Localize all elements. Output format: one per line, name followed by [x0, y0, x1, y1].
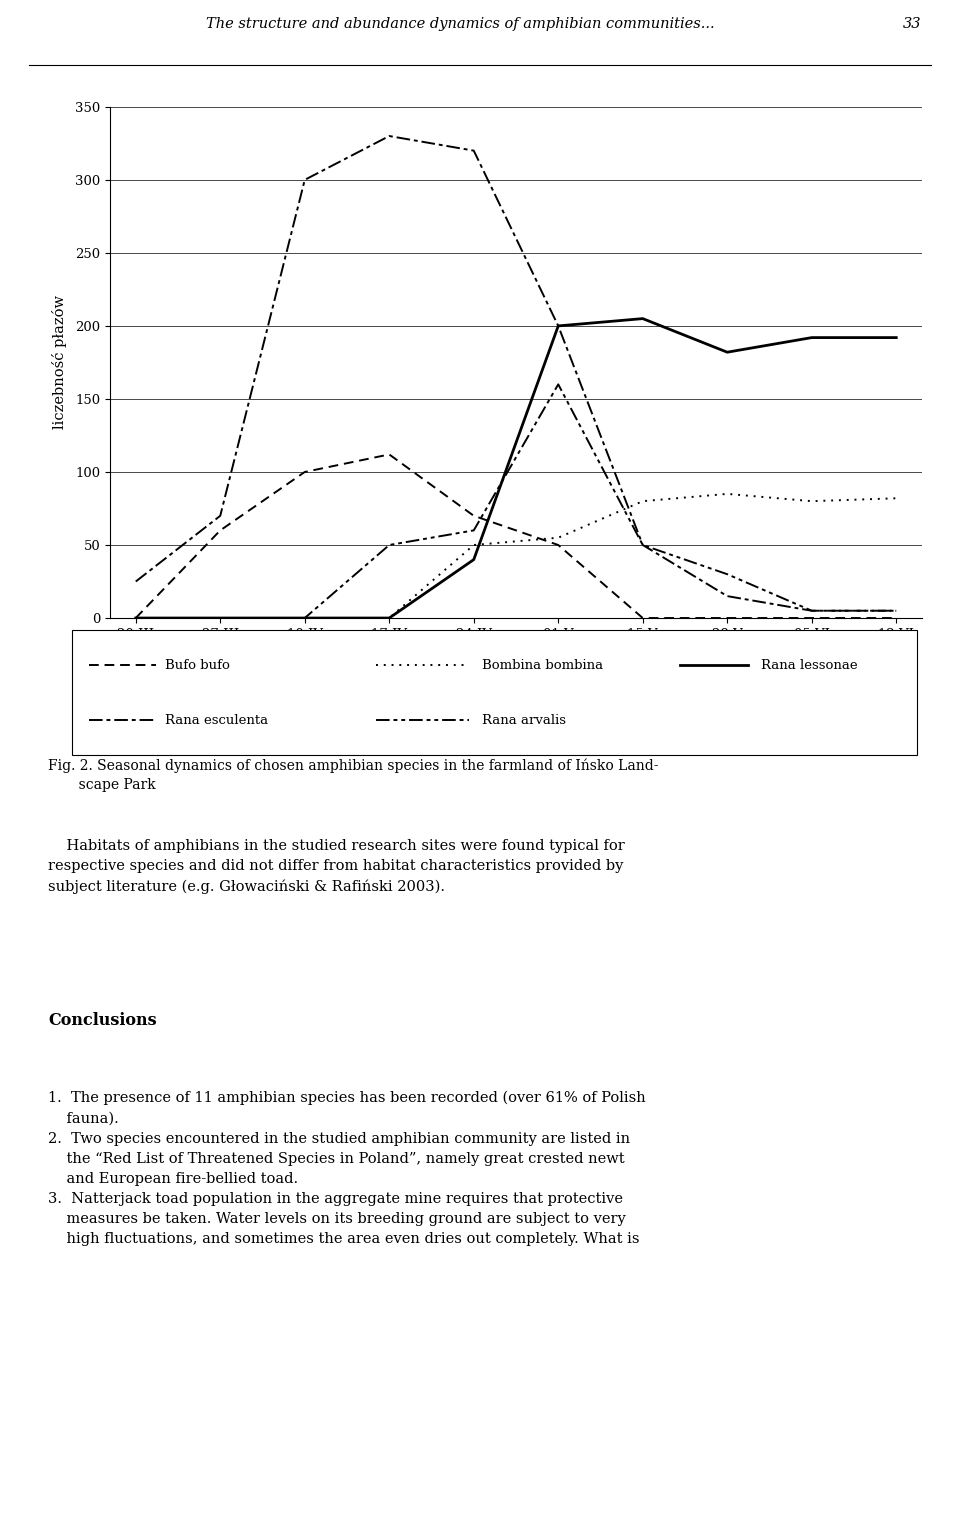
Text: 33: 33 — [903, 17, 922, 31]
Y-axis label: liczebność płazów: liczebność płazów — [52, 296, 67, 429]
Text: Rana esculenta: Rana esculenta — [165, 714, 268, 726]
Text: The structure and abundance dynamics of amphibian communities...: The structure and abundance dynamics of … — [206, 17, 715, 31]
Text: Conclusions: Conclusions — [48, 1012, 156, 1029]
Text: Bombina bombina: Bombina bombina — [482, 659, 603, 671]
Text: 1.  The presence of 11 amphibian species has been recorded (over 61% of Polish
 : 1. The presence of 11 amphibian species … — [48, 1091, 646, 1245]
Text: Bufo bufo: Bufo bufo — [165, 659, 229, 671]
Text: Rana arvalis: Rana arvalis — [482, 714, 565, 726]
Text: Rana lessonae: Rana lessonae — [760, 659, 857, 671]
Text: Habitats of amphibians in the studied research sites were found typical for
resp: Habitats of amphibians in the studied re… — [48, 839, 625, 894]
X-axis label: data kontroli: data kontroli — [468, 652, 564, 665]
Text: Fig. 2. Seasonal dynamics of chosen amphibian species in the farmland of Ińsko L: Fig. 2. Seasonal dynamics of chosen amph… — [48, 758, 659, 792]
